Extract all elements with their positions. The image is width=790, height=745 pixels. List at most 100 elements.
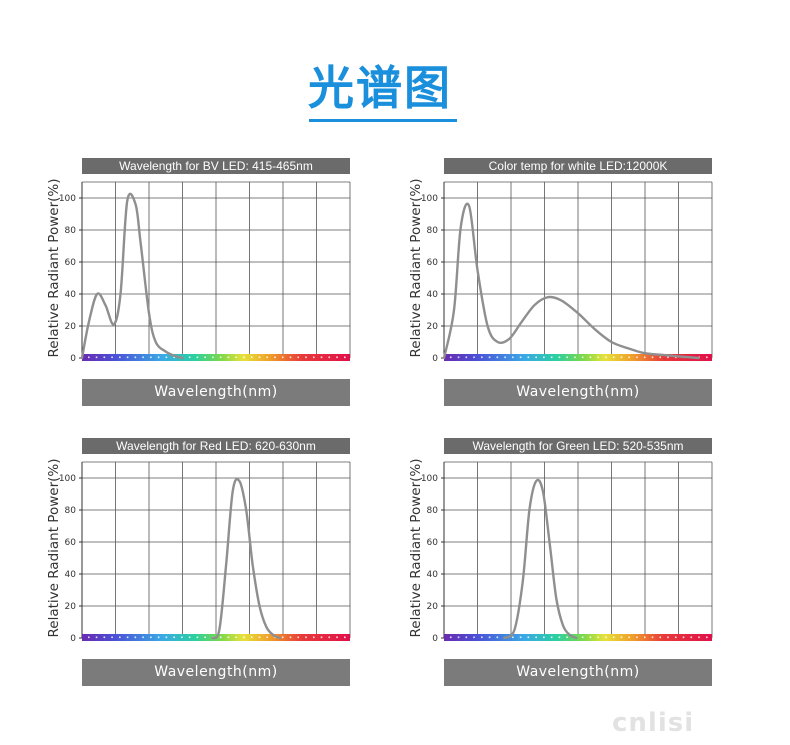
spectrum-dot — [519, 356, 522, 359]
spectrum-dot — [450, 636, 452, 639]
spectrum-dot — [212, 356, 214, 359]
spectrum-dot — [150, 636, 152, 639]
spectrum-dot — [103, 356, 106, 359]
spectrum-dot — [512, 356, 514, 359]
spectrum-dot — [204, 356, 206, 359]
spectrum-dot — [465, 356, 468, 359]
spectrum-dot — [243, 356, 245, 359]
spectrum-dot — [204, 636, 206, 639]
spectrum-dot — [605, 636, 607, 639]
spectrum-dot — [95, 636, 98, 639]
spectrum-dot — [651, 636, 654, 639]
spectrum-dot — [566, 636, 568, 639]
y-tick-label: 100 — [421, 474, 438, 484]
spectrum-dot — [142, 636, 144, 639]
page-title: 光谱图 — [308, 61, 452, 115]
spectrum-dot — [243, 636, 245, 639]
spectrum-dot — [157, 356, 160, 359]
y-tick-label: 40 — [65, 290, 77, 300]
spectrum-dot — [535, 356, 537, 359]
chart-bv-led: Wavelength for BV LED: 415-465nm Relativ… — [42, 158, 402, 408]
spectrum-dot — [103, 636, 106, 639]
spectrum-dot — [344, 356, 346, 359]
spectrum-curve — [442, 202, 700, 360]
spectrum-curve — [80, 192, 184, 360]
spectrum-dot — [157, 636, 160, 639]
spectrum-dot — [504, 356, 506, 359]
spectrum-dot — [336, 356, 338, 359]
spectrum-dot — [558, 356, 561, 359]
chart-green-led: Wavelength for Green LED: 520-535nm Rela… — [404, 438, 764, 688]
spectrum-dot — [188, 636, 191, 639]
y-tick-label: 20 — [65, 322, 77, 332]
watermark: cnlisi — [612, 708, 695, 738]
spectrum-dot — [698, 636, 700, 639]
spectrum-dot — [305, 636, 307, 639]
spectrum-dot — [581, 356, 584, 359]
spectrum-dot — [227, 356, 230, 359]
spectrum-dot — [527, 356, 530, 359]
spectrum-dot — [496, 356, 499, 359]
y-tick-label: 60 — [65, 538, 77, 548]
y-tick-label: 0 — [432, 634, 438, 644]
spectrum-dot — [496, 636, 499, 639]
y-tick-label: 80 — [427, 506, 439, 516]
spectrum-dot — [605, 356, 607, 359]
spectrum-dot — [196, 356, 199, 359]
chart-plot: 0 20 40 60 80 100 — [421, 461, 713, 644]
spectrum-dot — [289, 636, 292, 639]
spectrum-dot — [628, 356, 631, 359]
spectrum-dot — [465, 636, 468, 639]
spectrum-dot — [558, 636, 561, 639]
spectrum-dot — [312, 636, 315, 639]
spectrum-dot — [636, 356, 638, 359]
y-tick-label: 100 — [421, 194, 438, 204]
spectrum-dot — [574, 356, 576, 359]
chart-title: Wavelength for Red LED: 620-630nm — [82, 438, 350, 454]
spectrum-dot — [481, 636, 483, 639]
spectrum-dot — [312, 356, 315, 359]
spectrum-dot — [134, 636, 137, 639]
spectrum-dot — [219, 636, 222, 639]
spectrum-dot — [119, 636, 121, 639]
spectrum-dot — [620, 636, 623, 639]
chart-red-led: Wavelength for Red LED: 620-630nm Relati… — [42, 438, 402, 688]
spectrum-dot — [297, 636, 300, 639]
y-tick-label: 40 — [65, 570, 77, 580]
spectrum-dot — [188, 356, 191, 359]
y-tick-label: 20 — [427, 602, 439, 612]
spectrum-dot — [543, 636, 545, 639]
spectrum-dot — [488, 356, 491, 359]
spectrum-dot — [250, 636, 253, 639]
spectrum-bar — [444, 354, 712, 361]
spectrum-dot — [235, 356, 237, 359]
spectrum-dot — [674, 636, 677, 639]
spectrum-dot — [173, 356, 175, 359]
spectrum-dot — [566, 356, 568, 359]
spectrum-dot — [344, 636, 346, 639]
x-axis-label: Wavelength(nm) — [82, 379, 350, 406]
spectrum-dot — [181, 636, 183, 639]
spectrum-dot — [111, 356, 113, 359]
spectrum-dot — [450, 356, 452, 359]
spectrum-dot — [706, 636, 708, 639]
spectrum-dot — [597, 636, 599, 639]
chart-plot: 0 20 40 60 80 100 — [59, 181, 351, 364]
spectrum-dot — [328, 356, 331, 359]
spectrum-dot — [336, 636, 338, 639]
spectrum-dot — [457, 356, 460, 359]
spectrum-dot — [612, 636, 615, 639]
x-axis-label: Wavelength(nm) — [444, 379, 712, 406]
spectrum-dot — [550, 356, 553, 359]
y-tick-label: 60 — [427, 538, 439, 548]
y-tick-label: 100 — [59, 194, 76, 204]
spectrum-dot — [643, 356, 646, 359]
spectrum-dot — [281, 636, 284, 639]
spectrum-dot — [119, 356, 121, 359]
spectrum-dot — [706, 356, 708, 359]
spectrum-dot — [527, 636, 530, 639]
spectrum-dot — [628, 636, 631, 639]
spectrum-dot — [196, 636, 199, 639]
y-tick-label: 80 — [65, 226, 77, 236]
spectrum-dot — [305, 356, 307, 359]
